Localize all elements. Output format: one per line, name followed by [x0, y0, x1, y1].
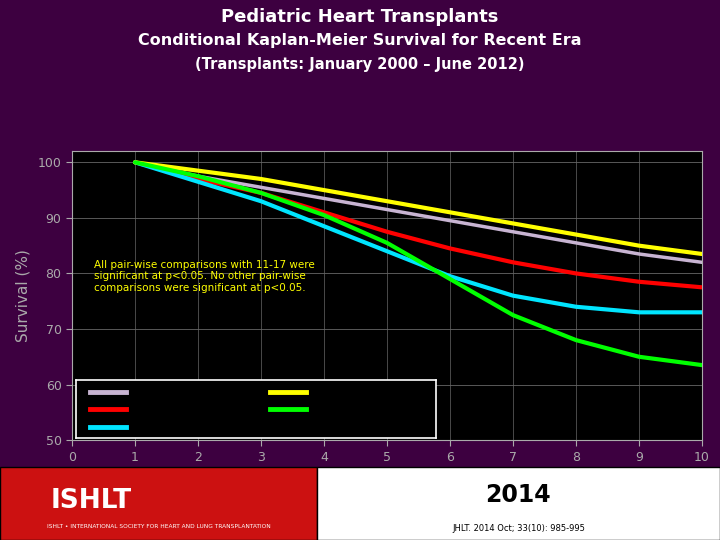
FancyBboxPatch shape: [317, 467, 720, 540]
FancyBboxPatch shape: [0, 467, 317, 540]
Text: All pair-wise comparisons with 11-17 were
significant at p<0.05. No other pair-w: All pair-wise comparisons with 11-17 wer…: [94, 260, 315, 293]
Text: (Transplants: January 2000 – June 2012): (Transplants: January 2000 – June 2012): [195, 57, 525, 72]
Text: ISHLT • INTERNATIONAL SOCIETY FOR HEART AND LUNG TRANSPLANTATION: ISHLT • INTERNATIONAL SOCIETY FOR HEART …: [47, 524, 270, 529]
Text: Conditional Kaplan-Meier Survival for Recent Era: Conditional Kaplan-Meier Survival for Re…: [138, 33, 582, 49]
Text: JHLT. 2014 Oct; 33(10): 985-995: JHLT. 2014 Oct; 33(10): 985-995: [452, 524, 585, 533]
X-axis label: Years: Years: [366, 470, 408, 485]
Text: Pediatric Heart Transplants: Pediatric Heart Transplants: [221, 8, 499, 26]
Text: 2014: 2014: [485, 483, 552, 507]
Text: ISHLT: ISHLT: [50, 488, 132, 514]
Y-axis label: Survival (%): Survival (%): [16, 249, 31, 342]
